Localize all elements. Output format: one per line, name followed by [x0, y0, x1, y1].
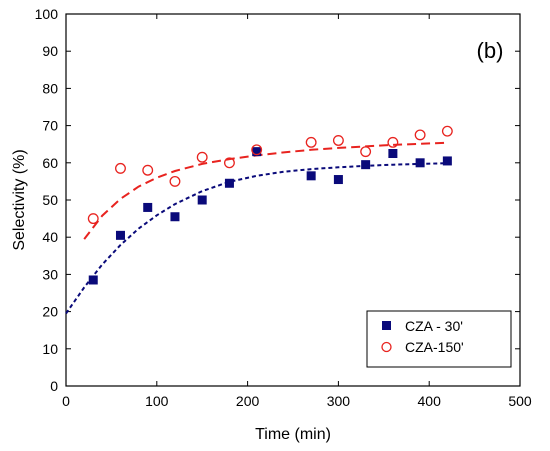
data-point-cza-150	[360, 146, 372, 158]
y-tick-label: 0	[50, 378, 58, 394]
data-point-cza-150	[251, 144, 263, 156]
data-point-cza-150	[115, 162, 126, 174]
x-tick-label: 300	[327, 393, 351, 409]
x-tick-label: 100	[145, 393, 169, 409]
fit-curves	[65, 141, 448, 315]
data-point-cza-30	[361, 160, 371, 170]
data-point-cza-30	[143, 202, 153, 212]
legend-box	[366, 310, 512, 368]
y-tick-label: 40	[42, 229, 58, 245]
x-tick-label: 500	[508, 393, 532, 409]
data-point-cza-150	[196, 151, 208, 163]
data-point-cza-30	[252, 147, 262, 157]
data-point-cza-150	[414, 129, 426, 141]
data-point-cza-30	[306, 171, 316, 181]
y-tick-label: 50	[42, 192, 58, 208]
panel-label: (b)	[477, 38, 504, 63]
legend-marker-cza-30	[382, 321, 391, 330]
y-tick-label: 20	[42, 304, 58, 320]
fit-line-series-0	[65, 162, 448, 315]
legend-label-cza-30: CZA - 30'	[405, 318, 463, 334]
data-point-cza-150	[223, 157, 235, 169]
data-point-cza-150	[387, 136, 399, 148]
data-point-cza-150	[305, 136, 317, 148]
data-point-cza-30	[333, 175, 343, 185]
legend: CZA - 30' CZA-150'	[366, 310, 512, 368]
data-point-cza-30	[88, 275, 98, 285]
data-point-cza-30	[197, 195, 207, 205]
legend-marker-cza-150	[381, 341, 392, 353]
x-tick-label: 0	[62, 393, 70, 409]
fit-line-series-1	[83, 141, 448, 240]
data-point-cza-30	[115, 230, 125, 240]
data-point-cza-150	[332, 135, 344, 146]
data-point-cza-30	[442, 156, 452, 166]
data-point-cza-30	[415, 158, 425, 168]
data-point-cza-150	[87, 213, 99, 225]
x-tick-label: 400	[418, 393, 442, 409]
data-point-cza-30	[170, 212, 180, 222]
data-point-cza-30	[388, 149, 398, 158]
y-tick-label: 10	[42, 341, 58, 357]
x-axis-title: Time (min)	[255, 426, 331, 443]
y-tick-label: 30	[42, 266, 58, 282]
x-tick-label: 200	[236, 393, 260, 409]
data-markers	[87, 125, 453, 285]
data-point-cza-150	[142, 164, 154, 176]
y-tick-label: 100	[35, 6, 59, 22]
data-point-cza-150	[169, 175, 181, 187]
y-tick-label: 70	[42, 118, 58, 134]
data-point-cza-30	[224, 178, 234, 188]
data-point-cza-150	[441, 125, 453, 137]
legend-label-cza-150: CZA-150'	[405, 339, 464, 355]
y-tick-label: 90	[42, 43, 58, 59]
y-tick-label: 80	[42, 80, 58, 96]
axis-ticks: 0 100 200 300 400 500 0 10 20 30 40 50 60 70 80 90 100	[35, 6, 532, 409]
y-tick-label: 60	[42, 155, 58, 171]
y-axis-title: Selectivity (%)	[11, 149, 28, 250]
